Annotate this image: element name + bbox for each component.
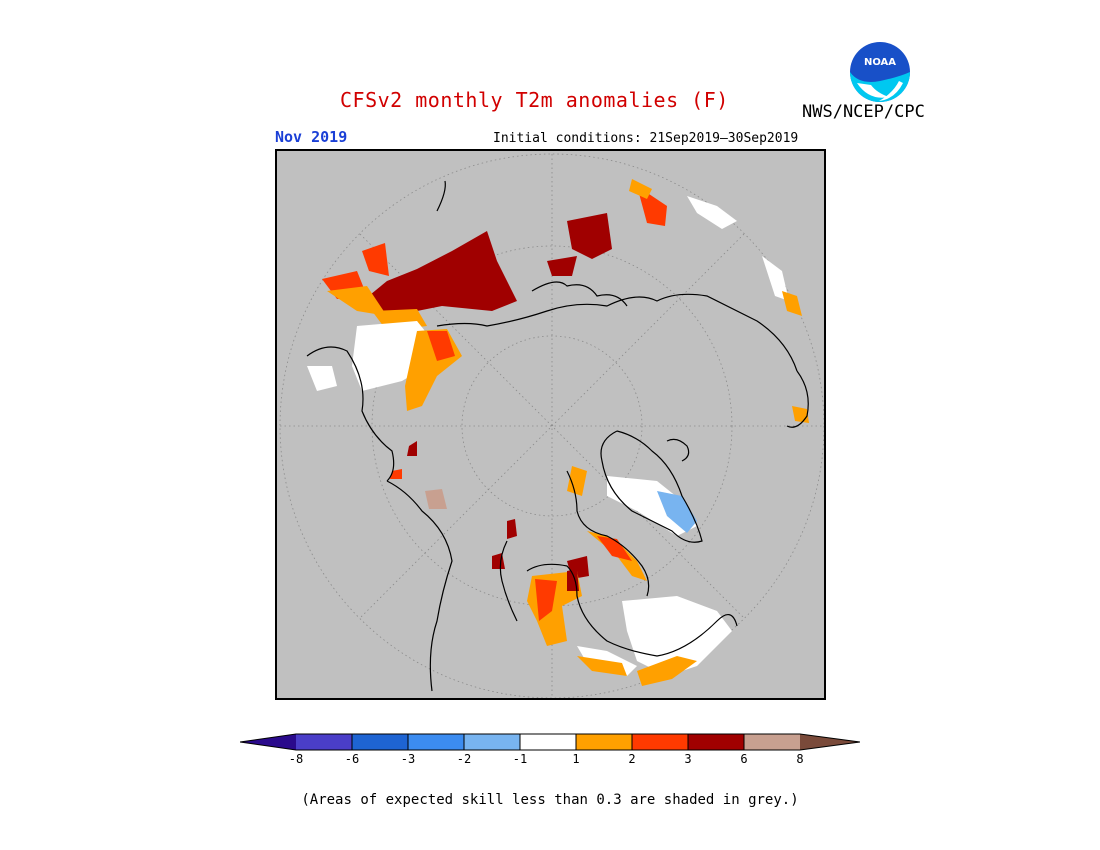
noaa-logo-text: NOAA <box>864 57 896 68</box>
legend-swatch-9 <box>744 734 800 750</box>
anomaly-north-america <box>492 466 732 686</box>
skill-footnote: (Areas of expected skill less than 0.3 a… <box>301 792 799 808</box>
legend-swatch-2 <box>352 734 408 750</box>
legend-label-5: -1 <box>512 752 528 766</box>
legend-label-9: 6 <box>740 752 748 766</box>
legend-swatch-4 <box>464 734 520 750</box>
legend-label-3: -3 <box>400 752 416 766</box>
legend-arrow-left <box>240 734 296 750</box>
legend-label-4: -2 <box>456 752 472 766</box>
map-canvas <box>279 153 824 698</box>
legend-swatch-3 <box>408 734 464 750</box>
coastlines <box>306 180 809 692</box>
legend-swatch-6 <box>576 734 632 750</box>
polar-map <box>275 149 826 700</box>
noaa-logo: NOAA <box>850 42 910 102</box>
legend-swatch-1 <box>296 734 352 750</box>
legend-label-8: 3 <box>684 752 692 766</box>
legend-swatch-8 <box>688 734 744 750</box>
anomaly-asia <box>307 321 462 509</box>
legend-label-2: -6 <box>344 752 360 766</box>
anomaly-russia <box>322 179 809 423</box>
map-title: CFSv2 monthly T2m anomalies (F) <box>340 88 729 112</box>
legend-label-10: 8 <box>796 752 804 766</box>
legend-label-6: 1 <box>572 752 580 766</box>
legend-arrow-right <box>800 734 860 750</box>
legend-label-1: -8 <box>288 752 304 766</box>
legend-swatch-7 <box>632 734 688 750</box>
agency-label: NWS/NCEP/CPC <box>802 102 925 122</box>
forecast-month: Nov 2019 <box>275 128 348 146</box>
legend-swatch-5 <box>520 734 576 750</box>
color-legend <box>240 733 860 751</box>
initial-conditions: Initial conditions: 21Sep2019–30Sep2019 <box>493 131 799 146</box>
legend-label-7: 2 <box>628 752 636 766</box>
